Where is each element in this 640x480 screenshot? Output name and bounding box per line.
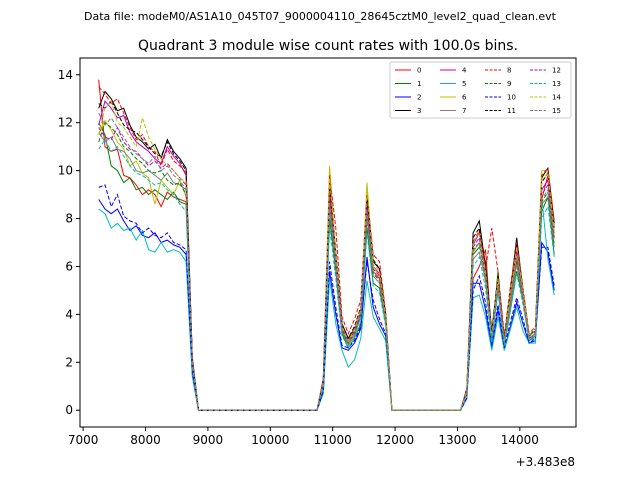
x-offset-label: +3.483e8 — [516, 455, 575, 469]
axes-frame — [79, 57, 577, 428]
legend-label-5: 5 — [462, 80, 466, 88]
x-tick-label: 9000 — [193, 433, 224, 447]
y-tick-label: 8 — [65, 212, 73, 226]
y-tick-label: 10 — [58, 164, 73, 178]
legend-label-4: 4 — [462, 67, 467, 75]
x-tick-label: 8000 — [130, 433, 161, 447]
legend-label-13: 13 — [552, 80, 561, 88]
legend-box — [389, 61, 572, 119]
legend-label-6: 6 — [462, 94, 467, 102]
legend-label-11: 11 — [507, 107, 516, 115]
x-tick-label: 12000 — [376, 433, 414, 447]
axes-layer: 7000 8000 9000 10000 11000 12000 13000 14000 0 2 4… — [58, 57, 577, 447]
x-tick-label: 11000 — [314, 433, 352, 447]
legend-label-0: 0 — [417, 67, 421, 75]
legend-label-3: 3 — [417, 107, 421, 115]
legend-label-12: 12 — [552, 67, 561, 75]
x-tick-label: 14000 — [501, 433, 539, 447]
legend-label-9: 9 — [507, 80, 511, 88]
legend-label-10: 10 — [507, 94, 516, 102]
legend-label-14: 14 — [552, 94, 561, 102]
series-line-11 — [98, 100, 555, 411]
x-tick-label: 7000 — [68, 433, 99, 447]
legend-label-1: 1 — [417, 80, 421, 88]
legend-label-2: 2 — [417, 94, 421, 102]
series-line-10 — [98, 184, 555, 411]
legend-label-15: 15 — [552, 107, 561, 115]
figure-suptitle: Data file: modeM0/AS1A10_045T07_90000041… — [84, 10, 557, 23]
legend-label-8: 8 — [507, 67, 511, 75]
x-tick-label: 13000 — [438, 433, 476, 447]
legend-label-7: 7 — [462, 107, 466, 115]
series-layer — [98, 79, 555, 411]
series-line-14 — [98, 100, 555, 411]
chart-title: Quadrant 3 module wise count rates with … — [138, 38, 518, 54]
y-tick-label: 2 — [65, 355, 73, 369]
y-tick-label: 14 — [58, 68, 73, 82]
y-tick-label: 0 — [65, 403, 73, 417]
y-tick-label: 12 — [58, 116, 73, 130]
series-line-15 — [98, 112, 555, 411]
x-tick-label: 10000 — [251, 433, 289, 447]
y-tick-label: 6 — [65, 259, 73, 273]
y-tick-label: 4 — [65, 307, 73, 321]
